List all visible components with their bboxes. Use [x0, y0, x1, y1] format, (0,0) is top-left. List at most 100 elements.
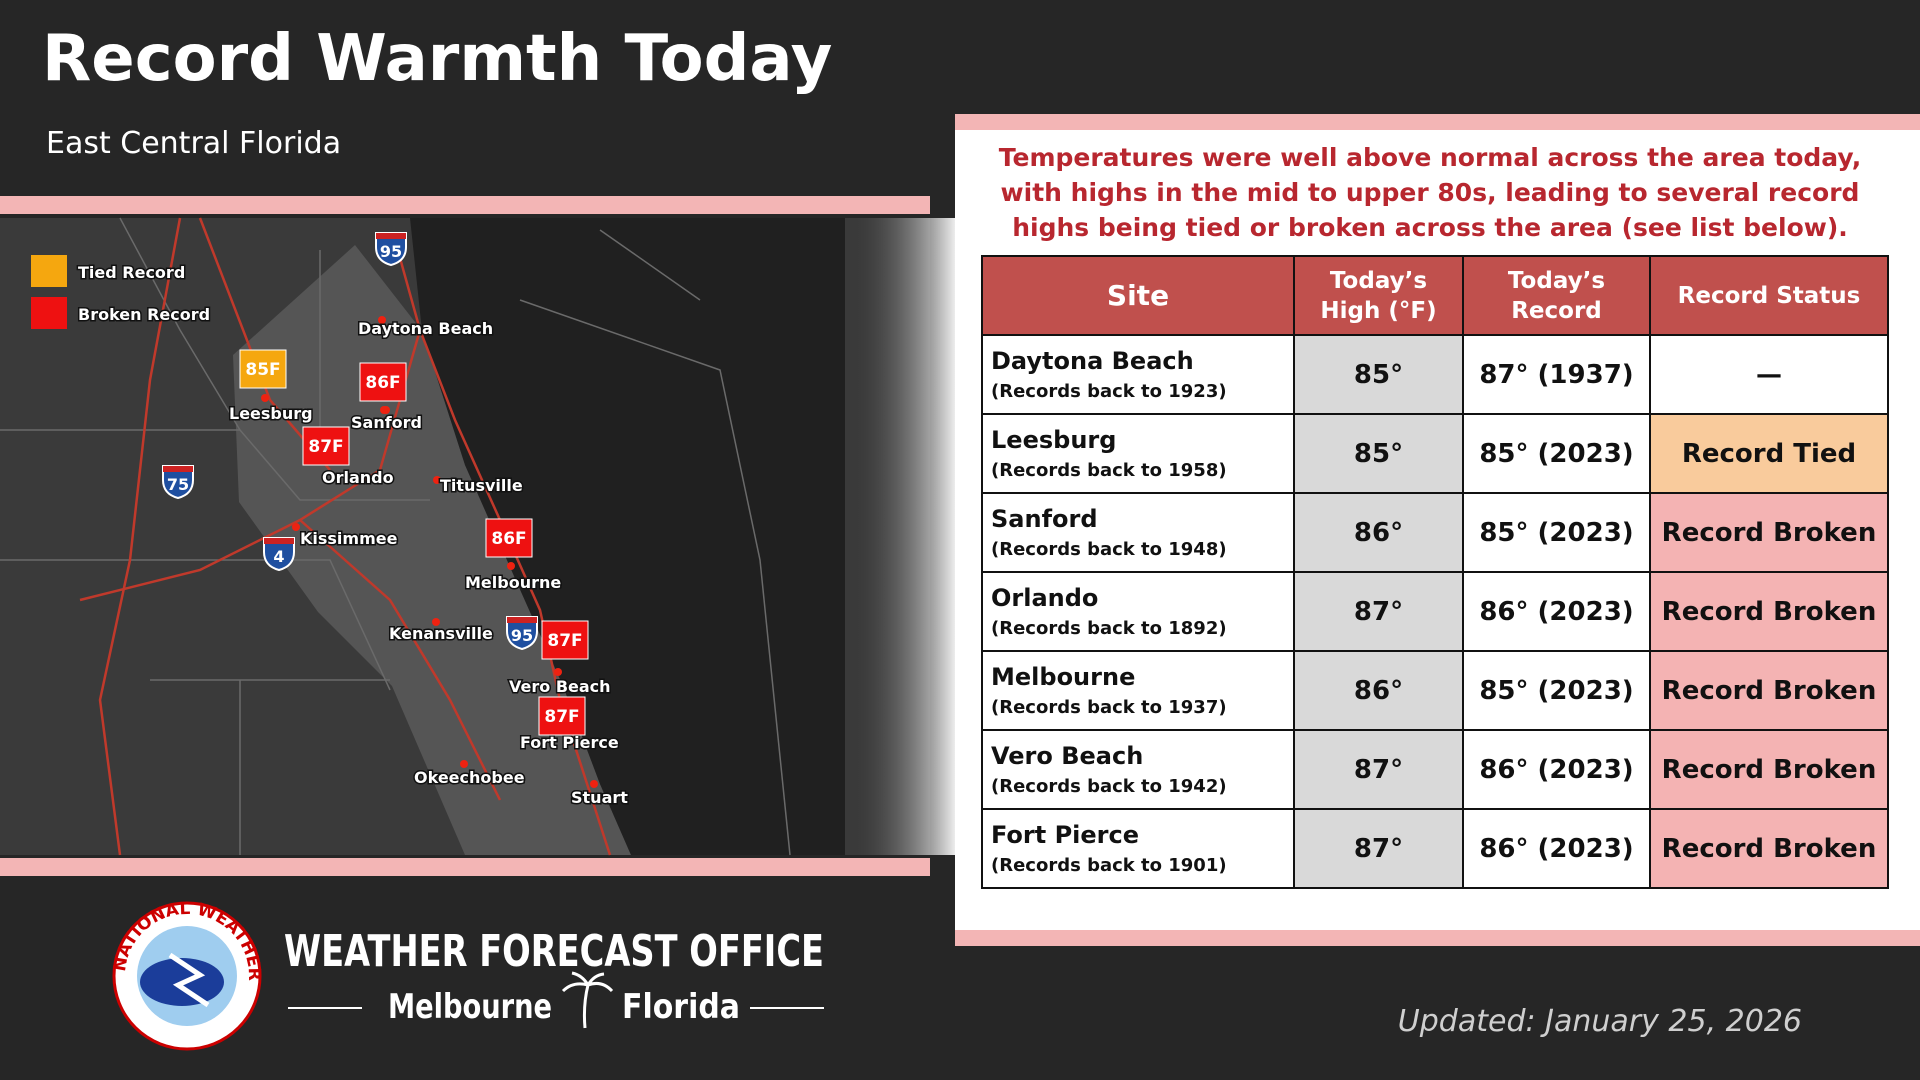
todays-record: 85° (2023) [1462, 650, 1651, 731]
records-back: (Records back to 1942) [991, 775, 1227, 797]
record-status: Record Broken [1649, 492, 1889, 573]
site-name: Orlando [991, 583, 1099, 612]
shield-top [507, 617, 537, 623]
interstate-label: 95 [380, 242, 402, 261]
todays-record: 85° (2023) [1462, 413, 1651, 494]
temp-box [302, 426, 350, 466]
office-city: Melbourne [388, 987, 552, 1027]
records-back: (Records back to 1948) [991, 538, 1227, 560]
todays-high: 87° [1293, 808, 1464, 889]
shield-top [264, 538, 294, 544]
county-lines [0, 217, 791, 856]
table-body: Daytona Beach (Records back to 1923) 85° 87… [981, 334, 1889, 889]
city-label: Vero Beach [509, 677, 611, 696]
office: WEATHER FORECAST OFFICE [284, 926, 824, 977]
records-back: (Records back to 1901) [991, 854, 1227, 876]
todays-high: 87° [1293, 729, 1464, 810]
interstate-shield [506, 616, 538, 651]
todays-record: 87° (1937) [1462, 334, 1651, 415]
city-dot [378, 316, 386, 324]
temp-label: 87F [308, 437, 343, 457]
city-label: Titusville [440, 476, 523, 495]
site-name: Daytona Beach [991, 346, 1194, 375]
interstate-shield [263, 537, 295, 572]
interstate-label: 4 [273, 547, 284, 566]
site-cell: Leesburg (Records back to 1958) [981, 413, 1295, 494]
subtitle: East Central Florida [46, 126, 342, 161]
site-name: Sanford [991, 504, 1098, 533]
site-name: Melbourne [991, 662, 1136, 691]
column-header: Record Status [1649, 255, 1889, 336]
city-label: Sanford [351, 413, 422, 432]
city-dot [261, 394, 269, 402]
city-dot [432, 618, 440, 626]
legend-swatch [31, 255, 67, 287]
office-state: Florida [622, 987, 740, 1027]
city-label: Daytona Beach [358, 319, 493, 338]
record-status: Record Broken [1649, 808, 1889, 889]
todays-high: 85° [1293, 413, 1464, 494]
city-label: Okeechobee [414, 768, 525, 787]
shield-top [163, 466, 193, 472]
column-header: Today’s High (°F) [1293, 255, 1464, 336]
record-status: Record Broken [1649, 650, 1889, 731]
temp-label: 87F [547, 631, 582, 651]
city-dot [554, 668, 562, 676]
interstate-label: 95 [511, 626, 533, 645]
record-status: — [1649, 334, 1889, 415]
temp-box [485, 518, 533, 558]
temp-label: 86F [491, 529, 526, 549]
site-name: Fort Pierce [991, 820, 1140, 849]
record-status: Record Broken [1649, 571, 1889, 652]
table-row: Daytona Beach (Records back to 1923) 85° 87… [981, 334, 1889, 415]
records-back: (Records back to 1958) [991, 459, 1227, 481]
table-row: Vero Beach (Records back to 1942) 87° 86° (… [981, 729, 1889, 810]
todays-record: 86° (2023) [1462, 571, 1651, 652]
updated: Updated: January 25, 2026 [1397, 1004, 1802, 1039]
logo [112, 901, 262, 1051]
todays-record: 86° (2023) [1462, 729, 1651, 810]
city-label: Fort Pierce [520, 733, 619, 752]
record-status: Record Tied [1649, 413, 1889, 494]
interstate-shield [162, 465, 194, 500]
city-dot [292, 523, 300, 531]
todays-high: 87° [1293, 571, 1464, 652]
legend-label: Broken Record [78, 305, 210, 324]
title: Record Warmth Today [42, 22, 833, 96]
temp-box [538, 696, 586, 736]
ocean [410, 218, 845, 855]
city-label: Orlando [322, 468, 394, 487]
site-cell: Vero Beach (Records back to 1942) [981, 729, 1295, 810]
table-row: Leesburg (Records back to 1958) 85° 85° (20… [981, 413, 1889, 494]
interstate-shield [375, 232, 407, 267]
temp-box [359, 362, 407, 402]
site-cell: Daytona Beach (Records back to 1923) [981, 334, 1295, 415]
site-name: Leesburg [991, 425, 1117, 454]
city-dot [507, 562, 515, 570]
records-table: Site Today’s High (°F) Today’s Record Recor… [981, 255, 1889, 889]
table-row: Melbourne (Records back to 1937) 86° 85° (2… [981, 650, 1889, 731]
legend-swatch [31, 297, 67, 329]
temp-label: 85F [245, 360, 280, 380]
site-cell: Fort Pierce (Records back to 1901) [981, 808, 1295, 889]
todays-high: 85° [1293, 334, 1464, 415]
band [0, 858, 930, 876]
city-dot [380, 406, 388, 414]
temp-box [541, 620, 589, 660]
panel-band [955, 114, 1920, 130]
records-back: (Records back to 1892) [991, 617, 1227, 639]
city-dot [433, 476, 441, 484]
site-name: Vero Beach [991, 741, 1144, 770]
todays-record: 86° (2023) [1462, 808, 1651, 889]
column-header: Today’s Record [1462, 255, 1651, 336]
legend-label: Tied Record [78, 263, 185, 282]
city-label: Kissimmee [300, 529, 398, 548]
temp-label: 86F [365, 373, 400, 393]
column-header: Site [981, 255, 1295, 336]
records-back: (Records back to 1937) [991, 696, 1227, 718]
todays-high: 86° [1293, 492, 1464, 573]
header-row: Site Today’s High (°F) Today’s Record Recor… [981, 255, 1889, 336]
city-dot [460, 760, 468, 768]
city-label: Melbourne [465, 573, 561, 592]
